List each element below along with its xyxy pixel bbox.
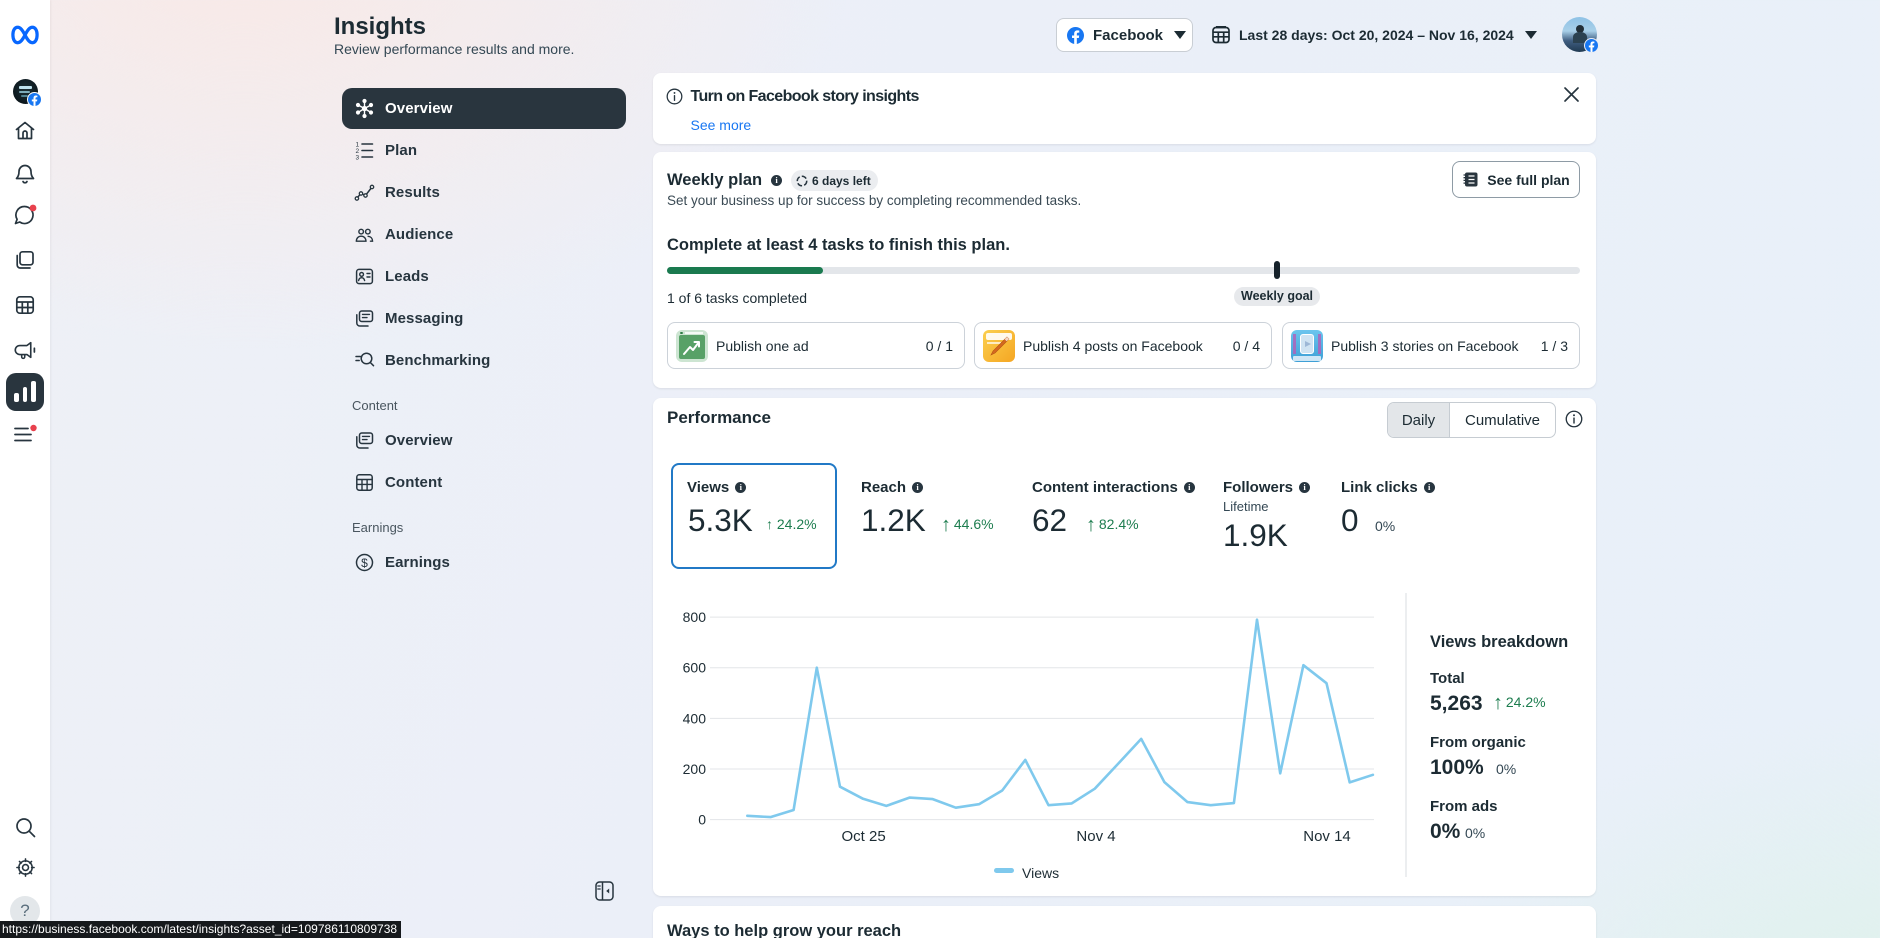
svg-text:$: $	[361, 556, 368, 570]
svg-text:1: 1	[356, 141, 360, 148]
svg-text:Oct 25: Oct 25	[842, 828, 886, 845]
svg-text:Nov 4: Nov 4	[1076, 828, 1115, 845]
svg-text:3: 3	[356, 154, 360, 161]
svg-text:Views: Views	[1022, 865, 1059, 881]
svg-text:2: 2	[356, 148, 360, 155]
svg-text:400: 400	[683, 710, 707, 726]
svg-text:600: 600	[683, 660, 707, 676]
svg-text:800: 800	[683, 609, 707, 625]
svg-text:0: 0	[698, 812, 706, 828]
svg-text:Nov 14: Nov 14	[1303, 828, 1351, 845]
svg-text:200: 200	[683, 761, 707, 777]
